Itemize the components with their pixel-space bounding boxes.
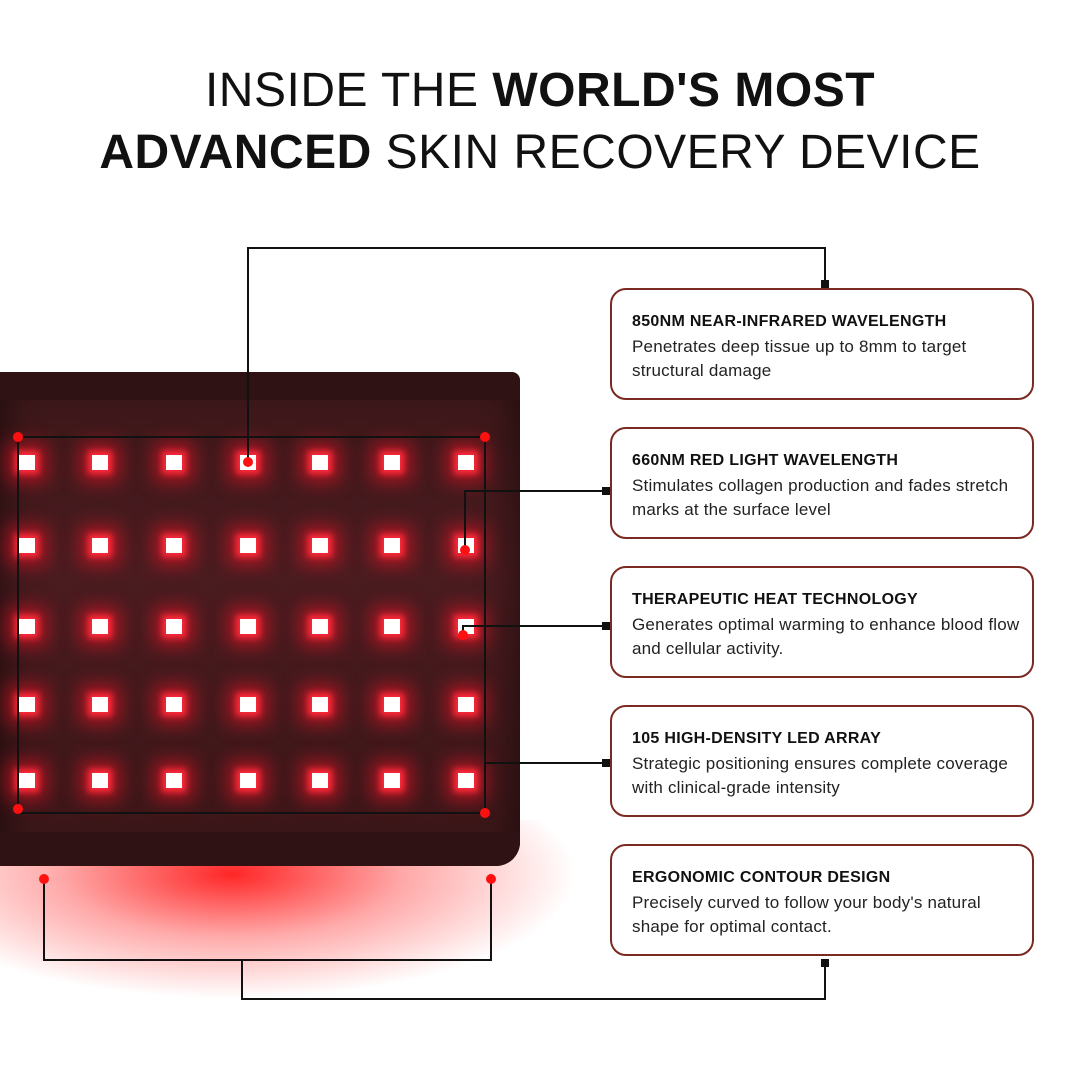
feature-description: Strategic positioning ensures complete c… [632,754,1009,797]
feature-card-ergonomic: ERGONOMIC CONTOUR DESIGN Precisely curve… [610,844,1034,956]
led-light [166,773,182,788]
callout-line-1 [247,247,826,462]
led-light [384,538,400,553]
headline-line-2: ADVANCED SKIN RECOVERY DEVICE [20,122,1060,184]
headline-light: SKIN RECOVERY DEVICE [371,126,981,179]
feature-title: 660NM RED LIGHT WAVELENGTH [632,452,899,469]
led-light [240,773,256,788]
led-light [166,538,182,553]
device-bottom-band [0,832,520,866]
led-light [19,455,35,470]
led-light [312,619,328,634]
feature-card-heat: THERAPEUTIC HEAT TECHNOLOGY Generates op… [610,566,1034,678]
headline-bold: WORLD'S MOST [492,64,876,117]
led-light [166,619,182,634]
feature-description: Stimulates collagen production and fades… [632,476,1009,519]
headline-bold: ADVANCED [99,126,372,179]
feature-description: Penetrates deep tissue up to 8mm to targ… [632,337,967,380]
led-light [240,538,256,553]
led-light [92,697,108,712]
led-light [166,697,182,712]
led-light [312,773,328,788]
callout-line-2 [464,490,608,550]
led-light [312,697,328,712]
led-light [240,619,256,634]
feature-title: ERGONOMIC CONTOUR DESIGN [632,869,891,886]
feature-title: THERAPEUTIC HEAT TECHNOLOGY [632,591,919,608]
led-light [92,538,108,553]
led-light [92,619,108,634]
led-light [166,455,182,470]
led-wrap-device-image [0,372,520,866]
headline-light: INSIDE THE [204,64,493,117]
led-light [92,455,108,470]
feature-card-led-array: 105 HIGH-DENSITY LED ARRAY Strategic pos… [610,705,1034,817]
callout-line-5 [241,960,826,1000]
led-light [458,773,474,788]
contour-bracket [43,879,492,961]
led-light [384,619,400,634]
feature-title: 105 HIGH-DENSITY LED ARRAY [632,730,882,747]
led-light [312,538,328,553]
led-light [19,773,35,788]
feature-card-850nm: 850NM NEAR-INFRARED WAVELENGTH Penetrate… [610,288,1034,400]
led-light [458,455,474,470]
led-light [19,697,35,712]
led-light [458,697,474,712]
led-light [384,697,400,712]
feature-description: Precisely curved to follow your body's n… [632,893,981,936]
headline-line-1: INSIDE THE WORLD'S MOST [20,60,1060,122]
led-light [240,697,256,712]
led-light [19,538,35,553]
led-light [312,455,328,470]
led-array-outline [17,436,486,814]
led-light [384,455,400,470]
led-light [92,773,108,788]
led-light [384,773,400,788]
feature-card-660nm: 660NM RED LIGHT WAVELENGTH Stimulates co… [610,427,1034,539]
device-top-band [0,372,520,400]
led-light [19,619,35,634]
feature-title: 850NM NEAR-INFRARED WAVELENGTH [632,313,947,330]
feature-description: Generates optimal warming to enhance blo… [632,615,1020,658]
